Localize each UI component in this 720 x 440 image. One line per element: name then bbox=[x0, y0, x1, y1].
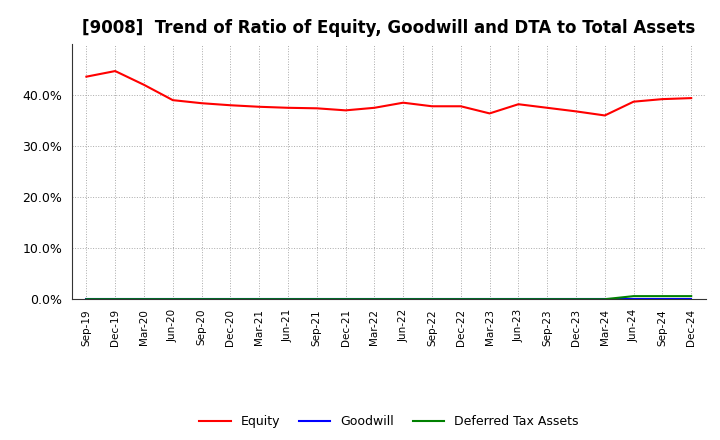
Goodwill bbox=[226, 297, 235, 302]
Deferred Tax Assets bbox=[111, 297, 120, 302]
Equity bbox=[168, 98, 177, 103]
Equity bbox=[543, 105, 552, 110]
Equity bbox=[370, 105, 379, 110]
Deferred Tax Assets bbox=[82, 297, 91, 302]
Deferred Tax Assets bbox=[341, 297, 350, 302]
Line: Deferred Tax Assets: Deferred Tax Assets bbox=[86, 296, 691, 299]
Title: [9008]  Trend of Ratio of Equity, Goodwill and DTA to Total Assets: [9008] Trend of Ratio of Equity, Goodwil… bbox=[82, 19, 696, 37]
Deferred Tax Assets bbox=[514, 297, 523, 302]
Equity bbox=[572, 109, 580, 114]
Deferred Tax Assets bbox=[485, 297, 494, 302]
Goodwill bbox=[514, 297, 523, 302]
Goodwill bbox=[543, 297, 552, 302]
Deferred Tax Assets bbox=[284, 297, 292, 302]
Goodwill bbox=[428, 297, 436, 302]
Goodwill bbox=[485, 297, 494, 302]
Goodwill bbox=[341, 297, 350, 302]
Goodwill bbox=[370, 297, 379, 302]
Deferred Tax Assets bbox=[370, 297, 379, 302]
Goodwill bbox=[399, 297, 408, 302]
Goodwill bbox=[658, 297, 667, 302]
Goodwill bbox=[255, 297, 264, 302]
Deferred Tax Assets bbox=[226, 297, 235, 302]
Equity bbox=[111, 68, 120, 73]
Deferred Tax Assets bbox=[197, 297, 206, 302]
Goodwill bbox=[456, 297, 465, 302]
Equity bbox=[629, 99, 638, 104]
Deferred Tax Assets bbox=[255, 297, 264, 302]
Equity bbox=[658, 96, 667, 102]
Equity bbox=[82, 74, 91, 79]
Deferred Tax Assets bbox=[629, 293, 638, 299]
Deferred Tax Assets bbox=[600, 297, 609, 302]
Equity bbox=[687, 95, 696, 101]
Goodwill bbox=[312, 297, 321, 302]
Goodwill bbox=[111, 297, 120, 302]
Deferred Tax Assets bbox=[168, 297, 177, 302]
Equity bbox=[341, 108, 350, 113]
Equity bbox=[514, 102, 523, 107]
Deferred Tax Assets bbox=[572, 297, 580, 302]
Equity bbox=[456, 104, 465, 109]
Goodwill bbox=[600, 297, 609, 302]
Equity bbox=[226, 103, 235, 108]
Equity bbox=[255, 104, 264, 110]
Legend: Equity, Goodwill, Deferred Tax Assets: Equity, Goodwill, Deferred Tax Assets bbox=[194, 411, 583, 433]
Goodwill bbox=[168, 297, 177, 302]
Equity bbox=[284, 105, 292, 110]
Goodwill bbox=[284, 297, 292, 302]
Equity bbox=[399, 100, 408, 105]
Line: Equity: Equity bbox=[86, 71, 691, 115]
Deferred Tax Assets bbox=[543, 297, 552, 302]
Goodwill bbox=[687, 297, 696, 302]
Deferred Tax Assets bbox=[687, 293, 696, 299]
Goodwill bbox=[82, 297, 91, 302]
Goodwill bbox=[140, 297, 148, 302]
Deferred Tax Assets bbox=[140, 297, 148, 302]
Deferred Tax Assets bbox=[456, 297, 465, 302]
Equity bbox=[197, 101, 206, 106]
Equity bbox=[600, 113, 609, 118]
Deferred Tax Assets bbox=[399, 297, 408, 302]
Deferred Tax Assets bbox=[658, 293, 667, 299]
Equity bbox=[428, 104, 436, 109]
Goodwill bbox=[197, 297, 206, 302]
Equity bbox=[140, 82, 148, 88]
Equity bbox=[485, 111, 494, 116]
Equity bbox=[312, 106, 321, 111]
Deferred Tax Assets bbox=[312, 297, 321, 302]
Deferred Tax Assets bbox=[428, 297, 436, 302]
Goodwill bbox=[629, 297, 638, 302]
Goodwill bbox=[572, 297, 580, 302]
